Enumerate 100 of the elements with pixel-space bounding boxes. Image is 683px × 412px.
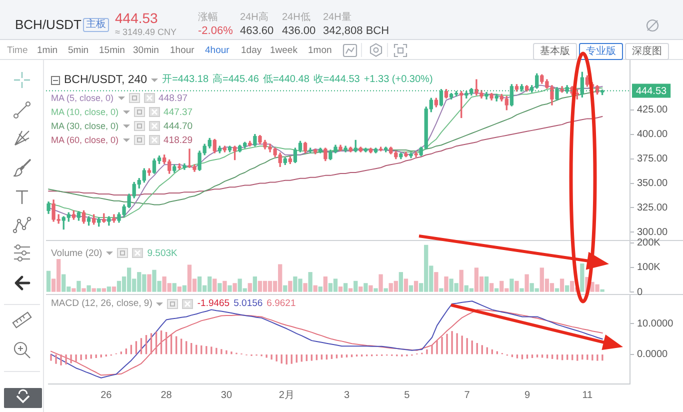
- bar: [354, 280, 358, 292]
- bar: [252, 276, 258, 292]
- bar: [368, 285, 373, 292]
- annotation: 5.0156: [234, 298, 263, 309]
- bar: [92, 288, 96, 292]
- text: 基本版: [533, 43, 577, 60]
- bar: [323, 276, 328, 292]
- bar: [318, 286, 322, 292]
- bar: [510, 278, 514, 292]
- x-tick-label: 11: [582, 390, 594, 401]
- text: 深度图: [625, 43, 669, 60]
- text: 24H量: [323, 12, 352, 24]
- y-tick-label: 400.00: [637, 129, 668, 140]
- text: 436.00: [282, 25, 316, 38]
- bar: [514, 280, 519, 292]
- x-tick-label: 9: [524, 390, 530, 401]
- annotation: 低=440.48: [262, 74, 310, 86]
- bar: [434, 272, 438, 292]
- text: ≈ 3149.49 CNY: [115, 26, 176, 38]
- bar: [232, 283, 237, 292]
- text: 444.53: [115, 10, 158, 26]
- annotation: 收=444.53: [313, 74, 360, 86]
- x-tick-label: 7: [464, 390, 470, 401]
- text: 涨幅: [198, 12, 218, 24]
- ref-line-label: 444.53: [636, 86, 668, 98]
- bar: [554, 288, 560, 292]
- x-tick-label: 26: [100, 390, 112, 401]
- bar: [147, 274, 152, 292]
- chart-title: MACD (12, 26, close, 9): [51, 298, 152, 309]
- text: 24H高: [240, 12, 268, 24]
- bar: [580, 263, 584, 292]
- text: 463.60: [240, 25, 274, 38]
- y-tick-label: 300.00: [637, 226, 668, 238]
- bar: [408, 285, 414, 292]
- bar: [177, 286, 182, 292]
- bar: [102, 288, 106, 292]
- bar: [484, 276, 489, 292]
- bar: [364, 283, 368, 292]
- text: 1week: [270, 44, 298, 56]
- y-tick-label: 375.00: [637, 154, 668, 165]
- annotation: 开=443.18: [162, 74, 209, 86]
- bar: [374, 288, 378, 292]
- bar: [600, 289, 604, 292]
- bar: [303, 283, 308, 292]
- bar: [288, 280, 292, 292]
- annotation: 418.29: [164, 134, 193, 146]
- text: 5min: [68, 44, 89, 56]
- text: Time: [7, 44, 28, 56]
- bar: [439, 288, 444, 292]
- bar: [494, 288, 499, 292]
- annotation: -1.9465: [197, 298, 230, 309]
- bar: [106, 286, 112, 292]
- bar: [524, 274, 529, 292]
- bar: [313, 285, 318, 292]
- y-tick-label: 10.0000: [637, 318, 674, 330]
- annotation: 448.97: [158, 92, 188, 104]
- y-tick-label: 325.00: [637, 202, 668, 214]
- y-tick-label: 350.00: [637, 178, 668, 190]
- text: -2.06%: [198, 25, 233, 38]
- annotation: 高=445.46: [212, 74, 259, 86]
- bar: [570, 280, 574, 292]
- bar: [348, 288, 353, 292]
- bar: [228, 285, 232, 292]
- bar: [378, 274, 383, 292]
- annotation: 9.503K: [147, 248, 178, 258]
- bar: [96, 288, 101, 292]
- text: 30min: [133, 44, 159, 56]
- bar: [308, 272, 312, 292]
- bar: [398, 272, 404, 292]
- annotation: 444.70: [164, 120, 193, 132]
- y-tick-label: 425.00: [637, 104, 668, 116]
- bar: [343, 283, 348, 292]
- bar: [489, 283, 494, 292]
- bar: [384, 288, 388, 292]
- text: 15min: [99, 44, 125, 56]
- text: MA (30, close, 0): [51, 120, 119, 132]
- text: BCH/USDT, 240: [64, 73, 148, 87]
- y-tick-label: 0: [637, 286, 643, 298]
- x-tick-label: 28: [160, 390, 172, 401]
- x-tick-label: 2月: [278, 390, 294, 401]
- text: 1day: [241, 44, 262, 56]
- bar: [112, 286, 116, 292]
- text: 1mon: [308, 44, 332, 56]
- bar: [560, 278, 564, 292]
- text: MA (10, close, 0): [51, 106, 119, 118]
- text: 342,808 BCH: [323, 25, 390, 38]
- bar: [172, 283, 176, 292]
- y-tick-label: 100K: [637, 262, 661, 274]
- bar: [414, 280, 418, 292]
- text: 1hour: [170, 44, 194, 56]
- x-tick-label: 30: [220, 390, 232, 401]
- bar: [86, 285, 91, 292]
- bar: [222, 280, 227, 292]
- text: MA (5, close, 0): [51, 92, 114, 104]
- bar: [46, 270, 51, 292]
- text: Volume (20): [51, 248, 102, 258]
- bar: [404, 278, 408, 292]
- annotation: 6.9621: [266, 298, 296, 309]
- x-tick-label: 5: [404, 390, 410, 401]
- bar: [72, 288, 76, 292]
